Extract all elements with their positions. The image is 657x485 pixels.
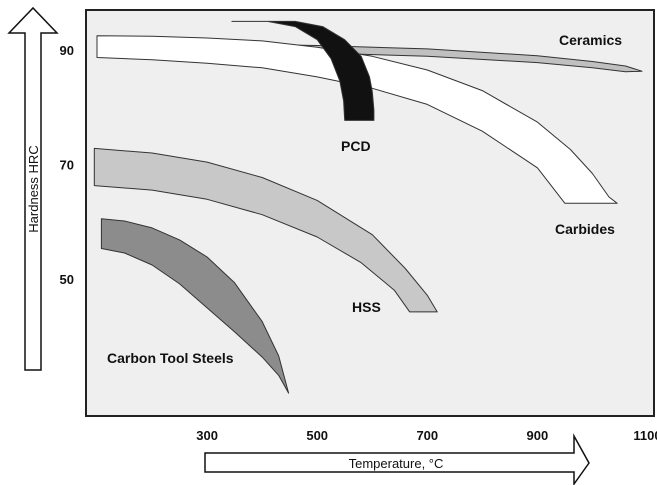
x-axis-title: Temperature, °C <box>349 456 444 471</box>
series-label-hss: HSS <box>352 299 381 315</box>
x-tick-label: 900 <box>527 428 549 443</box>
x-tick-labels: 300 500 700 900 1100 <box>196 428 657 443</box>
x-tick-label: 700 <box>416 428 438 443</box>
series-label-carbides: Carbides <box>555 221 615 237</box>
series-label-carbon-tool-steels: Carbon Tool Steels <box>107 350 234 366</box>
y-tick-labels: 50 70 90 <box>60 43 74 287</box>
y-tick-label: 90 <box>60 43 74 58</box>
y-axis-title: Hardness HRC <box>26 145 41 232</box>
y-tick-label: 50 <box>60 272 74 287</box>
y-axis-arrow <box>7 6 59 371</box>
band-carbon-tool-steels <box>100 218 290 394</box>
series-label-pcd: PCD <box>341 138 371 154</box>
y-tick-label: 70 <box>60 157 74 172</box>
band-pcd <box>231 20 375 121</box>
x-tick-label: 500 <box>306 428 328 443</box>
bands-group <box>93 20 643 394</box>
x-tick-label: 1100 <box>633 428 657 443</box>
series-label-ceramics: Ceramics <box>559 32 622 48</box>
band-hss <box>93 147 438 313</box>
x-axis-arrow <box>204 433 590 485</box>
x-tick-label: 300 <box>196 428 218 443</box>
